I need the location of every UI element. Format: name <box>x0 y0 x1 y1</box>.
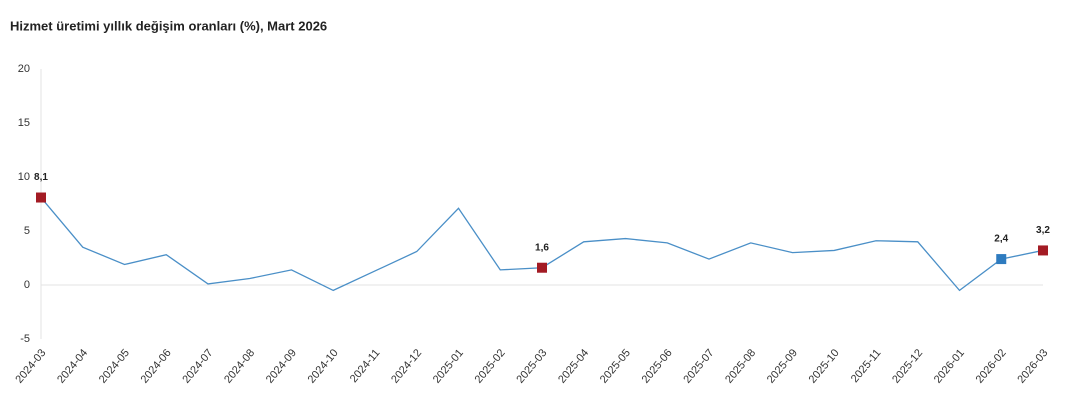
x-tick-label: 2026-01 <box>932 347 967 386</box>
x-tick-label: 2025-08 <box>723 347 758 386</box>
x-tick-label: 2024-10 <box>306 347 341 386</box>
x-tick-label: 2024-03 <box>13 347 48 386</box>
point-marker <box>1038 245 1048 256</box>
y-tick-label: 10 <box>18 171 30 183</box>
x-tick-label: 2025-01 <box>431 347 466 386</box>
x-tick-label: 2024-06 <box>139 347 174 386</box>
x-tick-label: 2025-07 <box>681 347 716 386</box>
value-label: 2,4 <box>994 234 1008 245</box>
x-tick-label: 2025-03 <box>514 347 549 386</box>
x-tick-label: 2025-09 <box>765 347 800 386</box>
x-tick-label: 2025-05 <box>598 347 633 386</box>
y-tick-label: 15 <box>18 117 30 129</box>
x-tick-label: 2025-06 <box>640 347 675 386</box>
x-tick-label: 2026-03 <box>1015 347 1050 386</box>
x-tick-label: 2024-04 <box>55 347 90 386</box>
x-tick-label: 2026-02 <box>974 347 1009 386</box>
point-marker <box>996 254 1007 265</box>
x-tick-label: 2025-04 <box>556 347 591 386</box>
value-label: 3,2 <box>1036 225 1050 236</box>
x-tick-label: 2025-10 <box>807 347 842 386</box>
x-tick-label: 2024-05 <box>97 347 132 386</box>
value-label: 1,6 <box>535 242 549 253</box>
x-tick-label: 2024-09 <box>264 347 299 386</box>
x-tick-label: 2024-12 <box>389 347 424 386</box>
y-tick-label: 0 <box>24 279 30 291</box>
x-tick-label: 2024-11 <box>348 347 383 385</box>
x-tick-label: 2024-07 <box>180 347 215 386</box>
y-tick-label: 20 <box>18 63 30 75</box>
y-tick-label: -5 <box>20 333 30 345</box>
x-tick-label: 2025-12 <box>890 347 925 386</box>
value-label: 8,1 <box>34 172 48 183</box>
y-tick-label: 5 <box>24 225 30 237</box>
x-tick-label: 2025-11 <box>849 347 884 385</box>
point-marker <box>537 262 547 273</box>
x-tick-label: 2025-02 <box>473 347 508 386</box>
chart-title: Hizmet üretimi yıllık değişim oranları (… <box>10 18 327 33</box>
x-tick-label: 2024-08 <box>222 347 257 386</box>
point-marker <box>36 192 46 203</box>
